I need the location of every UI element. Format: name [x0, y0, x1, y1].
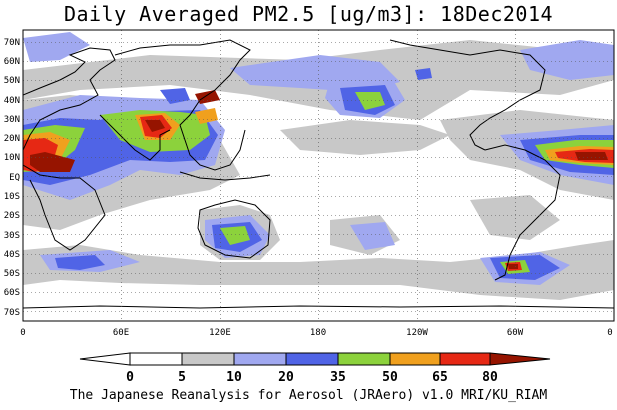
colorbar-labels: 0 5 10 20 35 50 65 80 [126, 370, 498, 385]
colorbar-segment [389, 352, 441, 366]
lon-label: 0 [20, 328, 25, 338]
coastline-antarctica [23, 305, 614, 309]
colorbar-segment [439, 352, 491, 366]
colorbar-label: 10 [226, 370, 242, 385]
lat-label: 60S [4, 288, 20, 298]
lat-label: 10S [4, 192, 20, 202]
coastlines [23, 39, 614, 309]
pm25-class-over-80 [30, 90, 608, 269]
lat-label: 30N [4, 115, 20, 125]
longitude-axis: 0 60E 120E 180 120W 60W 0 [20, 328, 612, 338]
lat-label: 70S [4, 308, 20, 318]
lon-label: 120W [406, 328, 428, 338]
lat-label: 70N [4, 38, 20, 48]
colorbar-segment [337, 352, 391, 366]
colorbar-label: 80 [482, 370, 498, 385]
lat-label: 40N [4, 96, 20, 106]
lat-label: 60N [4, 57, 20, 67]
colorbar-segment [181, 352, 235, 366]
coastline-indonesia [179, 171, 271, 181]
lon-label: 120E [209, 328, 231, 338]
lat-label: 30S [4, 231, 20, 241]
colorbar-label: 35 [330, 370, 346, 385]
colorbar-segment [79, 352, 131, 366]
lon-label: 180 [310, 328, 326, 338]
lat-label: 10N [4, 153, 20, 163]
lon-label: 60E [113, 328, 129, 338]
lat-label: 40S [4, 250, 20, 260]
lat-label: 20S [4, 211, 20, 221]
colorbar-label: 65 [432, 370, 448, 385]
map-title: Daily Averaged PM2.5 [ug/m3]: 18Dec2014 [63, 2, 554, 26]
colorbar-segment [489, 352, 551, 366]
map-frame [22, 29, 615, 322]
lon-label: 60W [507, 328, 524, 338]
coastline-australia [197, 199, 271, 259]
colorbar-label: 0 [126, 370, 134, 385]
latitude-axis: 70N 60N 50N 40N 30N 20N 10N EQ 10S 20S 3… [4, 38, 20, 318]
lat-label: 50S [4, 269, 20, 279]
graticule [23, 30, 614, 321]
lon-label: 0 [607, 328, 612, 338]
colorbar-label: 20 [278, 370, 294, 385]
colorbar-segment [285, 352, 339, 366]
pm25-field [23, 30, 614, 321]
coastline-africa-europe [23, 47, 116, 251]
coastline-asia [114, 39, 251, 171]
colorbar-segment [233, 352, 287, 366]
coastline-arabia-india [99, 114, 171, 161]
coastline-north-america [389, 39, 546, 151]
lat-label: 50N [4, 76, 20, 86]
colorbar-label: 50 [382, 370, 398, 385]
coastline-south-america [484, 144, 561, 281]
colorbar-label: 5 [178, 370, 186, 385]
lat-label: 20N [4, 134, 20, 144]
colorbar-segment [129, 352, 183, 366]
credit-text: The Japanese Reanalysis for Aerosol (JRA… [69, 388, 548, 403]
lat-label: EQ [9, 173, 20, 183]
colorbar [79, 352, 551, 366]
